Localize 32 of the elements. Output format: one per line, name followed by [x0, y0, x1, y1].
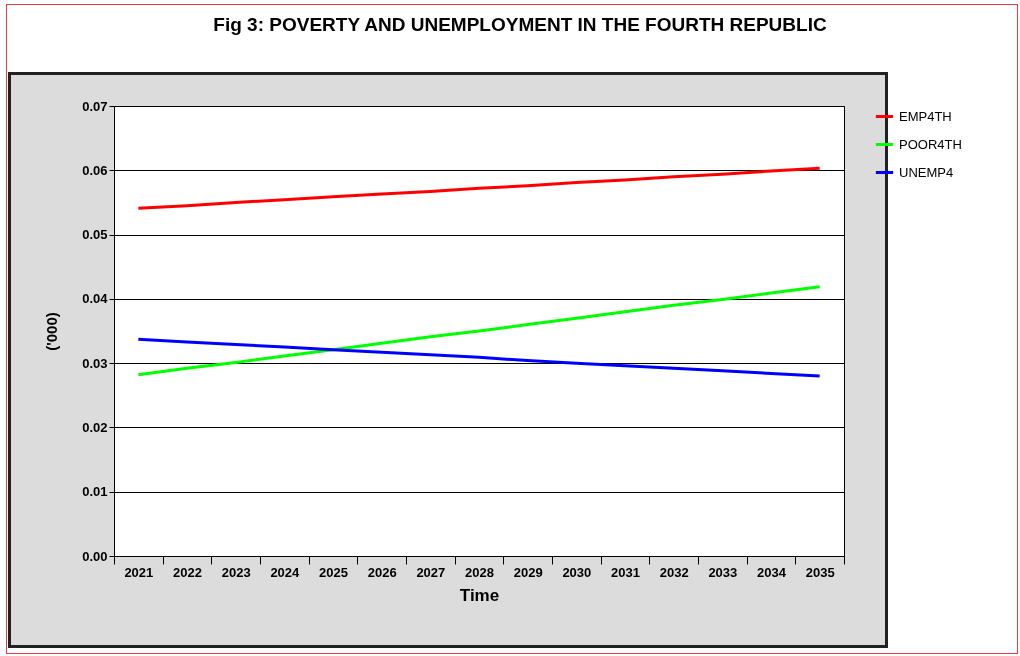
x-tick-label: 2021 — [124, 564, 154, 580]
y-tick-label: 0.00 — [82, 548, 108, 564]
x-tick-label: 2033 — [708, 564, 738, 580]
x-tick-label: 2034 — [757, 564, 787, 580]
y-tick-label: 0.02 — [82, 419, 108, 435]
x-tick-label: 2031 — [611, 564, 640, 580]
x-tick-label: 2029 — [513, 564, 543, 580]
y-tick-label: 0.07 — [82, 98, 108, 114]
x-tick-label: 2024 — [270, 564, 301, 580]
x-tick-label: 2027 — [416, 564, 446, 580]
x-axis-title: Time — [459, 585, 500, 605]
legend-label: EMP4TH — [899, 108, 952, 124]
x-tick-label: 2026 — [367, 564, 397, 580]
y-tick-label: 0.03 — [82, 355, 108, 371]
legend-label: UNEMP4 — [899, 164, 954, 180]
y-axis-title: ('000) — [43, 312, 61, 351]
x-tick-label: 2025 — [319, 564, 348, 580]
chart-title: Fig 3: POVERTY AND UNEMPLOYMENT IN THE FOURTH REPUBLIC — [212, 14, 828, 36]
y-tick-label: 0.06 — [82, 162, 108, 178]
y-tick-label: 0.05 — [82, 227, 108, 243]
legend-label: POOR4TH — [899, 136, 962, 152]
line-series — [136, 166, 822, 210]
x-tick-label: 2032 — [659, 564, 689, 580]
line-series — [136, 285, 822, 377]
x-tick-label: 2022 — [173, 564, 202, 580]
x-tick-label: 2035 — [805, 564, 835, 580]
y-tick-label: 0.01 — [82, 484, 108, 500]
y-tick-label: 0.04 — [82, 291, 109, 307]
x-tick-label: 2023 — [221, 564, 251, 580]
x-tick-label: 2028 — [465, 564, 494, 580]
line-series — [136, 337, 822, 378]
x-tick-label: 2030 — [562, 564, 592, 580]
